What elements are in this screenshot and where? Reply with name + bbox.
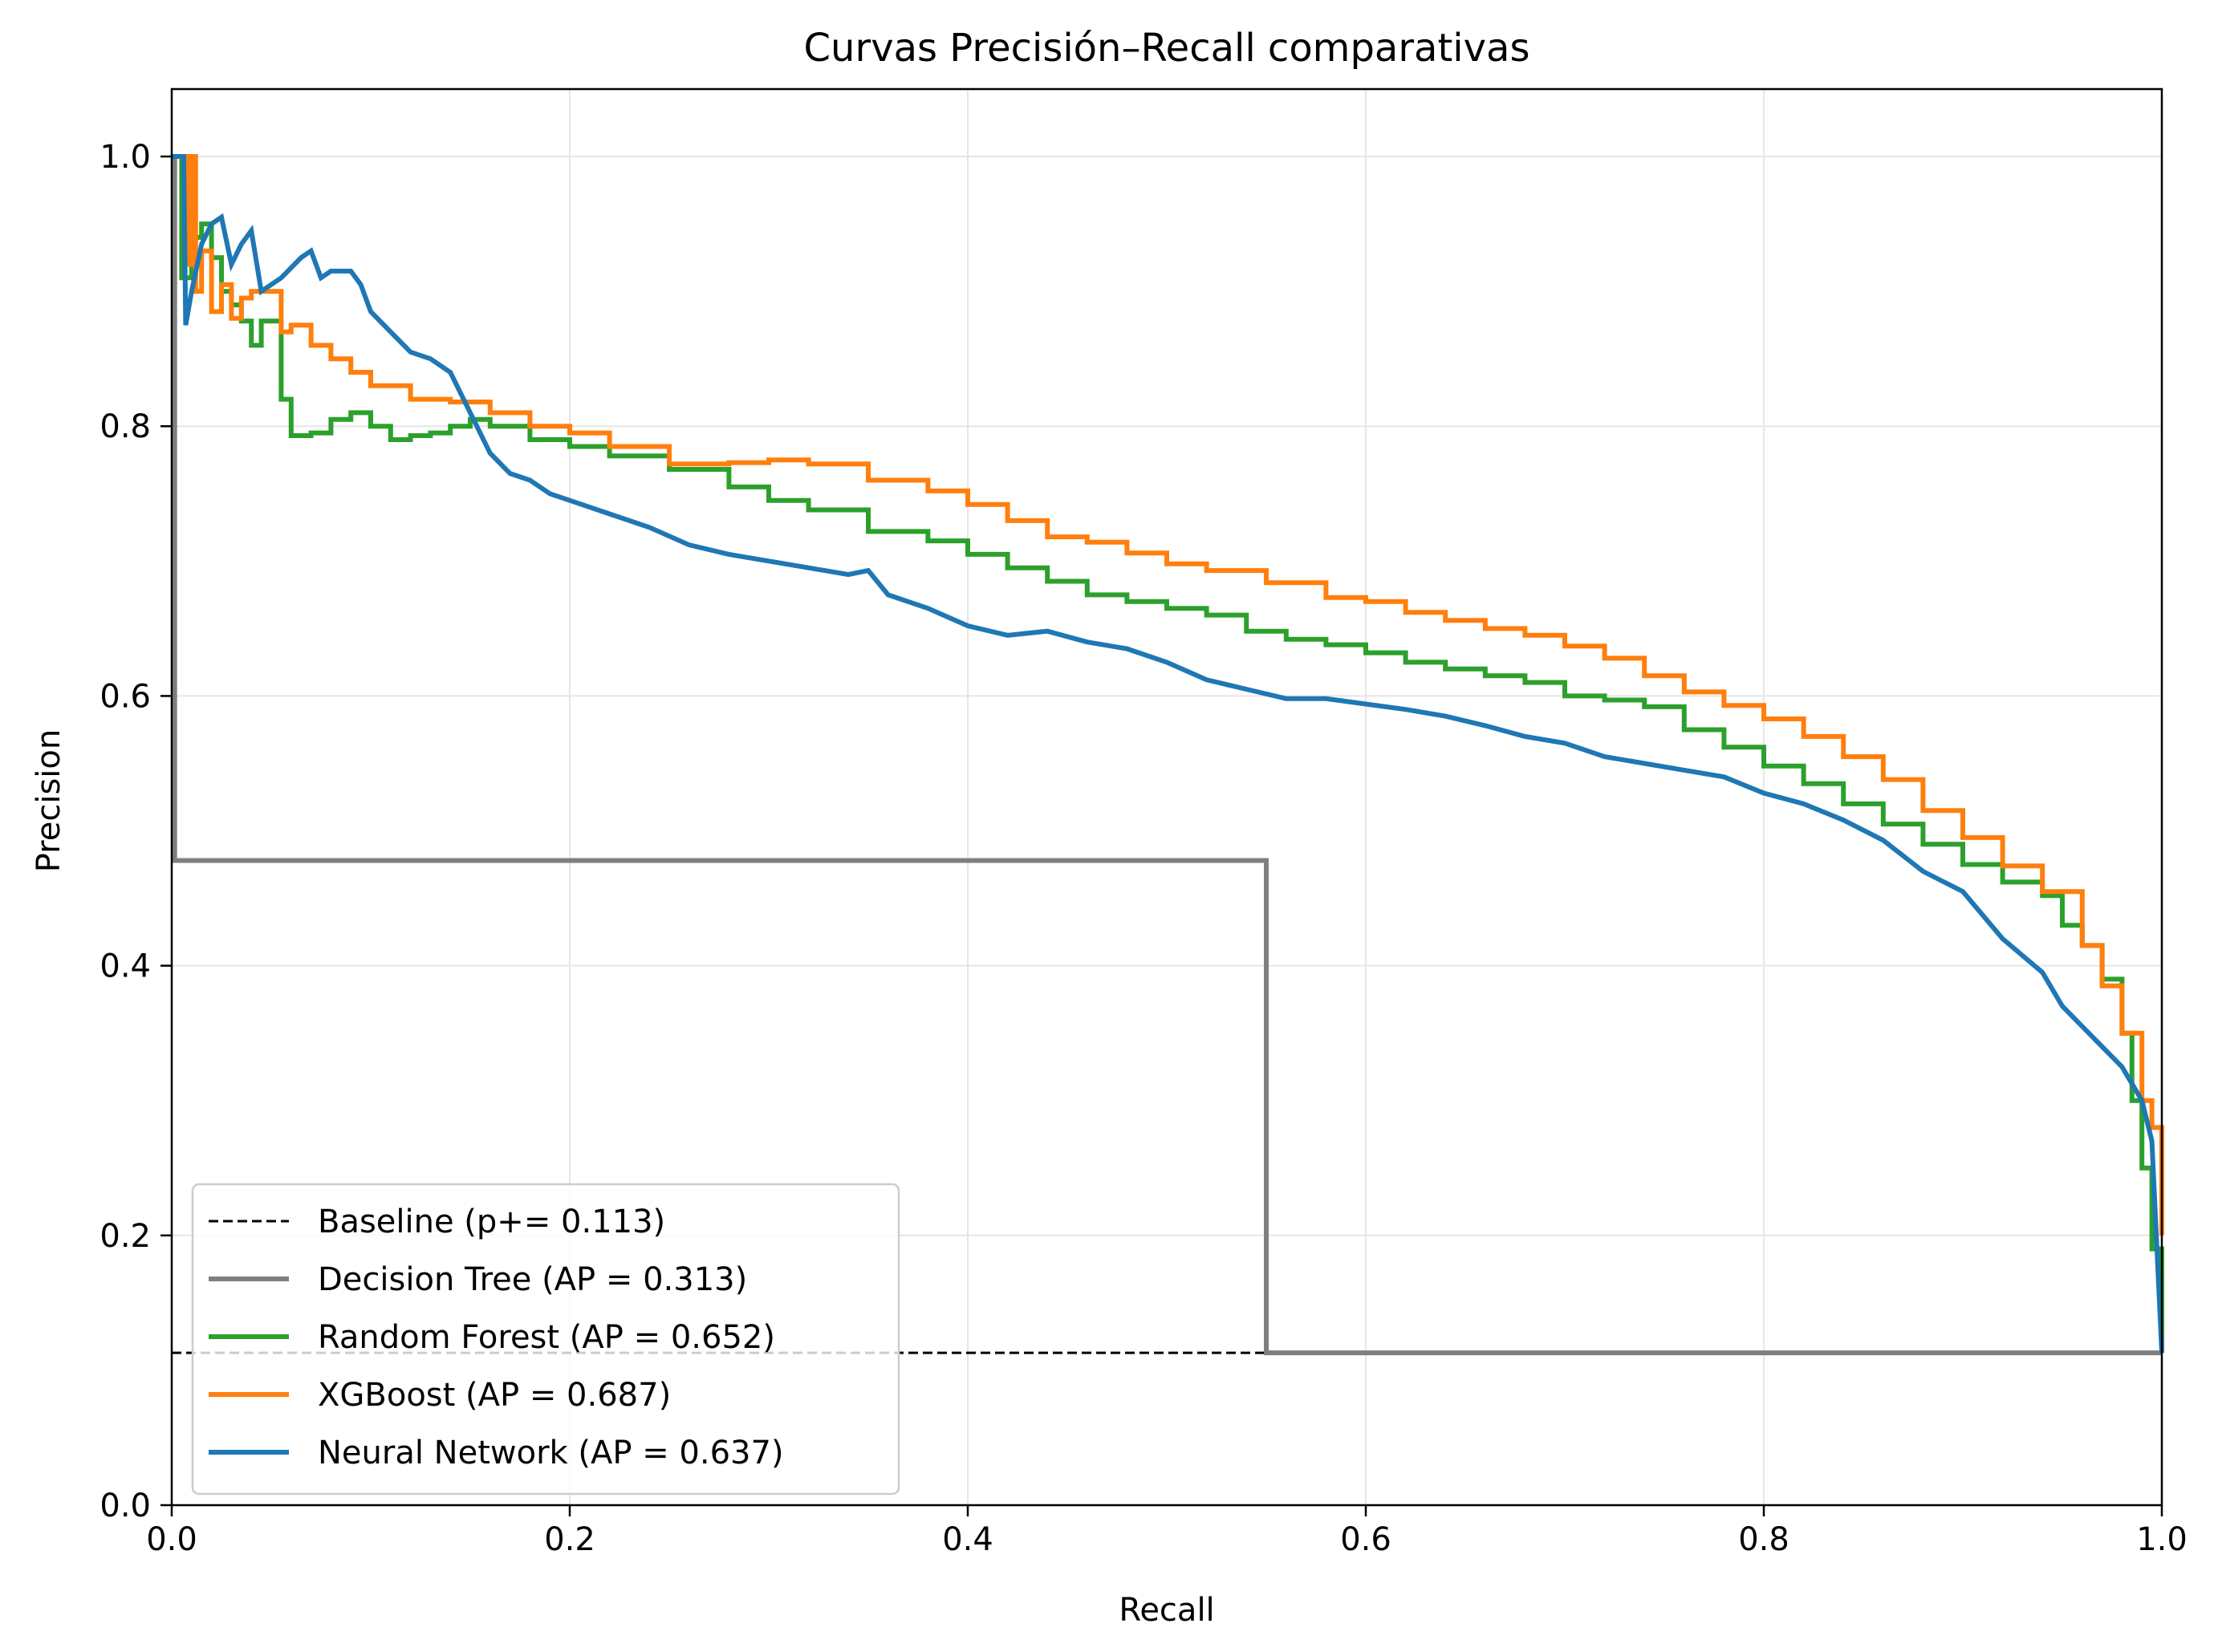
x-tick-label-1: 0.2	[544, 1521, 595, 1558]
legend-box	[191, 1183, 900, 1496]
y-tick-label-5: 1.0	[100, 139, 151, 176]
y-tick-label-0: 0.0	[100, 1488, 151, 1524]
y-tick-label-2: 0.4	[100, 948, 151, 985]
y-axis-ticks: 0.0 0.2 0.4 0.6 0.8 1.0	[100, 139, 172, 1524]
x-tick-label-2: 0.4	[942, 1521, 993, 1558]
legend-label-1: Decision Tree (AP = 0.313)	[318, 1261, 747, 1298]
legend-label-0: Baseline (p+= 0.113)	[318, 1203, 665, 1240]
legend-label-2: Random Forest (AP = 0.652)	[318, 1319, 775, 1356]
series-lines	[172, 154, 2164, 1356]
series-line-3	[172, 154, 2164, 1236]
x-tick-label-3: 0.6	[1340, 1521, 1391, 1558]
x-tick-label-4: 0.8	[1738, 1521, 1789, 1558]
legend: Baseline (p+= 0.113) Decision Tree (AP = …	[191, 1183, 900, 1496]
legend-label-4: Neural Network (AP = 0.637)	[318, 1435, 784, 1471]
y-tick-label-1: 0.2	[100, 1218, 151, 1255]
chart-title: Curvas Precisión–Recall comparativas	[804, 26, 1530, 71]
y-axis-label: Precision	[30, 729, 67, 872]
series-line-2	[172, 154, 2164, 1354]
x-tick-label-0: 0.0	[146, 1521, 197, 1558]
x-axis-label: Recall	[1119, 1592, 1214, 1629]
legend-label-3: XGBoost (AP = 0.687)	[318, 1377, 671, 1414]
series-line-4	[172, 154, 2164, 1354]
plot-frame	[170, 87, 2163, 1507]
x-axis-ticks: 0.0 0.2 0.4 0.6 0.8 1.0	[146, 1505, 2188, 1558]
x-tick-label-5: 1.0	[2136, 1521, 2188, 1558]
y-tick-label-3: 0.6	[100, 678, 151, 715]
y-tick-label-4: 0.8	[100, 408, 151, 445]
